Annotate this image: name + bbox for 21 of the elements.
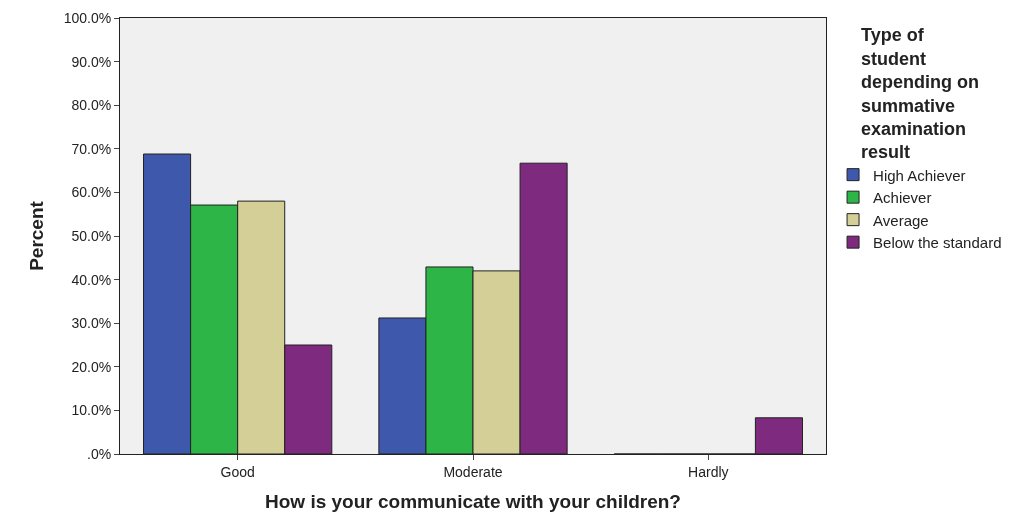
y-tick-label: 70.0% — [71, 140, 112, 157]
legend-label: Below the standard — [873, 234, 1002, 251]
y-tick-label: .0% — [87, 445, 112, 462]
y-tick-label: 60.0% — [71, 184, 112, 201]
x-tick-label: Good — [220, 463, 255, 480]
y-axis-title: Percent — [25, 200, 47, 271]
legend-label: Average — [873, 211, 929, 229]
y-tick-label: 20.0% — [71, 358, 112, 375]
y-tick-label: 80.0% — [71, 97, 112, 114]
y-tick-label: 10.0% — [71, 402, 112, 419]
y-tick-label: 90.0% — [71, 53, 112, 70]
y-tick-label: 100.0% — [63, 9, 112, 26]
x-tick-label: Hardly — [688, 463, 729, 480]
legend-label: High Achiever — [873, 166, 966, 184]
x-tick-label: Moderate — [443, 463, 503, 480]
legend-title: Type of student depending on summative examination result — [861, 25, 980, 163]
y-tick-label: 30.0% — [71, 315, 112, 332]
x-axis-title: How is your communicate with your children? — [265, 490, 681, 512]
y-tick-label: 40.0% — [71, 271, 112, 288]
legend-label: Achiever — [873, 189, 932, 206]
y-tick-label: 50.0% — [71, 227, 112, 244]
